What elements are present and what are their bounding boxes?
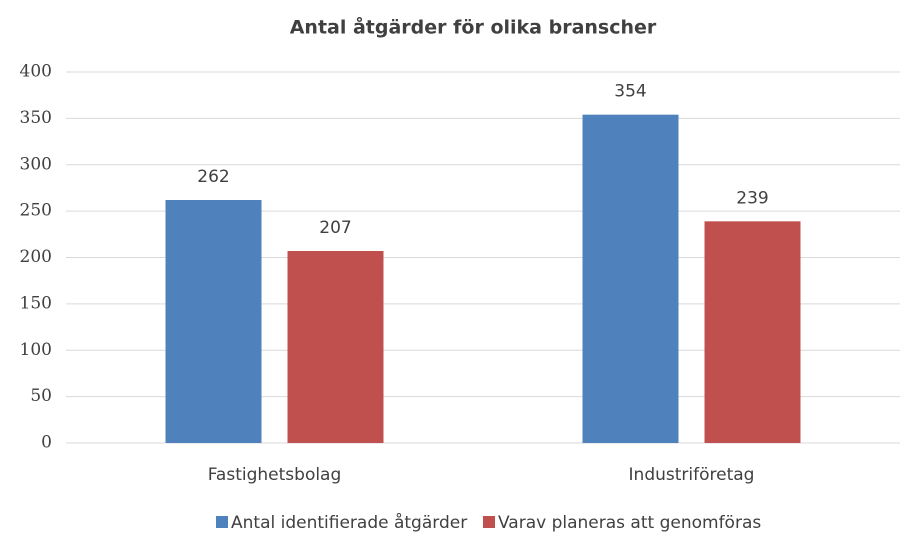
y-tick-label: 400: [20, 62, 52, 82]
y-tick-label: 0: [41, 433, 52, 453]
data-label: 239: [736, 188, 768, 208]
bar: [287, 251, 384, 443]
data-label: 262: [197, 167, 229, 187]
y-tick-label: 300: [20, 154, 52, 174]
legend-label: Antal identifierade åtgärder: [231, 512, 467, 533]
y-tick-label: 150: [20, 293, 52, 313]
chart-title: Antal åtgärder för olika branscher: [290, 15, 657, 39]
x-tick-label: Industriföretag: [629, 465, 755, 485]
bar: [165, 199, 262, 443]
bar: [582, 114, 679, 443]
bar: [704, 221, 801, 443]
legend-label: Varav planeras att genomföras: [498, 513, 761, 533]
y-tick-label: 100: [20, 340, 52, 360]
data-label: 207: [319, 218, 351, 238]
x-tick-label: Fastighetsbolag: [208, 465, 342, 485]
y-tick-label: 250: [20, 201, 52, 221]
y-tick-label: 200: [20, 247, 52, 267]
data-label: 354: [614, 82, 646, 102]
y-tick-label: 50: [30, 386, 52, 406]
legend-swatch: [216, 516, 228, 528]
legend-swatch: [483, 516, 495, 528]
y-tick-label: 350: [20, 108, 52, 128]
